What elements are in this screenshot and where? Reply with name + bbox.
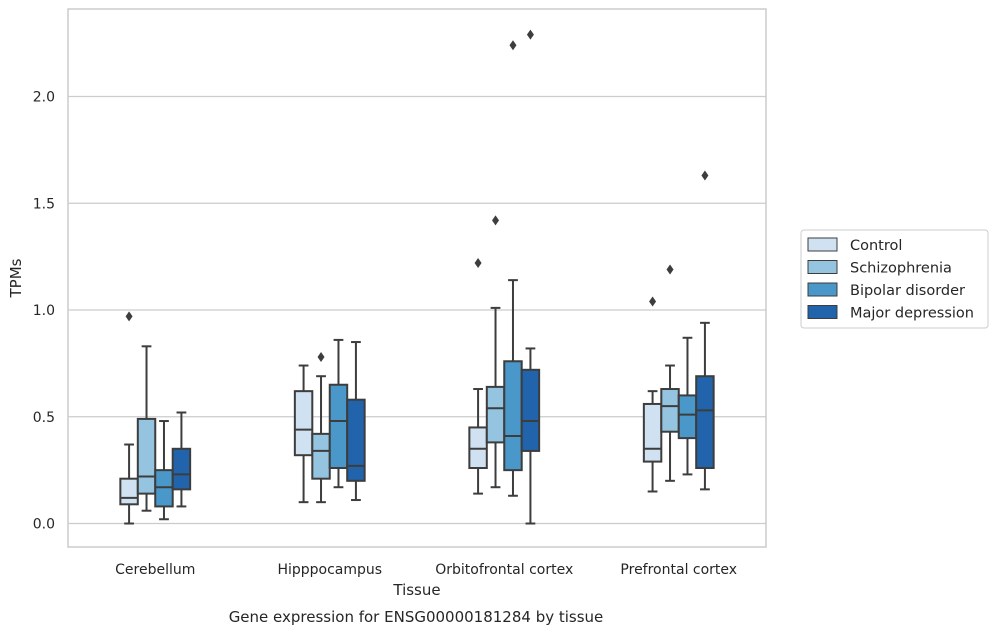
box-groups [119,29,715,525]
box-body [660,388,680,433]
plot-frame [67,8,767,548]
outlier-point [317,351,325,362]
y-tick-labels: 0.0 0.5 1.0 1.5 2.0 [33,90,55,533]
box-body [171,447,192,491]
box-body [485,385,506,444]
box-control [468,258,488,495]
legend-swatch [807,282,838,297]
box-schizophrenia [485,215,506,489]
legend-swatch [807,305,838,319]
x-tick-label: Orbitofrontal cortex [435,562,573,578]
y-tick-label: 0.5 [33,410,55,426]
outlier-point [474,258,482,269]
box-control [293,364,314,504]
box-body [328,383,349,470]
x-tick-label: Hipppocampus [277,562,382,578]
y-tick-label: 0.0 [33,517,55,533]
box-schizophrenia [660,264,680,482]
y-tick-label: 1.5 [33,196,55,212]
box-body [346,398,366,482]
x-tick-label: Prefrontal cortex [620,562,737,578]
legend-label: Major depression [850,306,974,322]
x-axis-label: Tissue [392,581,440,599]
box-control [119,311,139,525]
box-body [677,394,698,440]
box-body [311,432,331,480]
box-body [136,417,157,495]
box-body [695,375,715,470]
box-major-depression [520,29,541,525]
legend-label: Schizophrenia [850,261,952,277]
box-body [642,402,663,463]
box-body [154,469,174,508]
legend-swatch [807,237,838,252]
box-major-depression [695,170,715,491]
box-body [293,390,314,457]
x-tick-labels: Cerebellum Hipppocampus Orbitofrontal cort… [115,562,737,578]
box-bipolar-disorder [154,420,174,521]
box-schizophrenia [136,345,157,512]
y-axis-label: TPMs [7,258,25,298]
box-major-depression [171,411,192,508]
outlier-point [649,296,657,307]
box-bipolar-disorder [677,336,698,476]
box-body [119,477,139,506]
y-tick-label: 2.0 [33,90,55,106]
box-body [503,360,523,472]
box-bipolar-disorder [328,338,349,489]
x-tick-label: Cerebellum [115,562,195,578]
outlier-point [666,264,674,275]
box-body [520,368,541,452]
outlier-point [492,215,500,226]
outlier-point [526,29,534,40]
box-major-depression [346,341,366,502]
box-control [642,296,663,493]
legend-swatch [807,260,838,274]
legend: Control Schizophrenia Bipolar disorder Majo… [800,229,989,329]
box-body [468,426,488,470]
legend-box [800,229,989,329]
box-bipolar-disorder [503,40,523,497]
outlier-point [125,311,133,322]
y-tick-label: 1.0 [33,303,55,319]
chart-caption: Gene expression for ENSG00000181284 by t… [229,608,604,626]
legend-label: Control [850,238,902,254]
box-schizophrenia [311,351,331,504]
outlier-point [509,40,517,51]
legend-label: Bipolar disorder [850,283,965,299]
outlier-point [701,170,709,181]
